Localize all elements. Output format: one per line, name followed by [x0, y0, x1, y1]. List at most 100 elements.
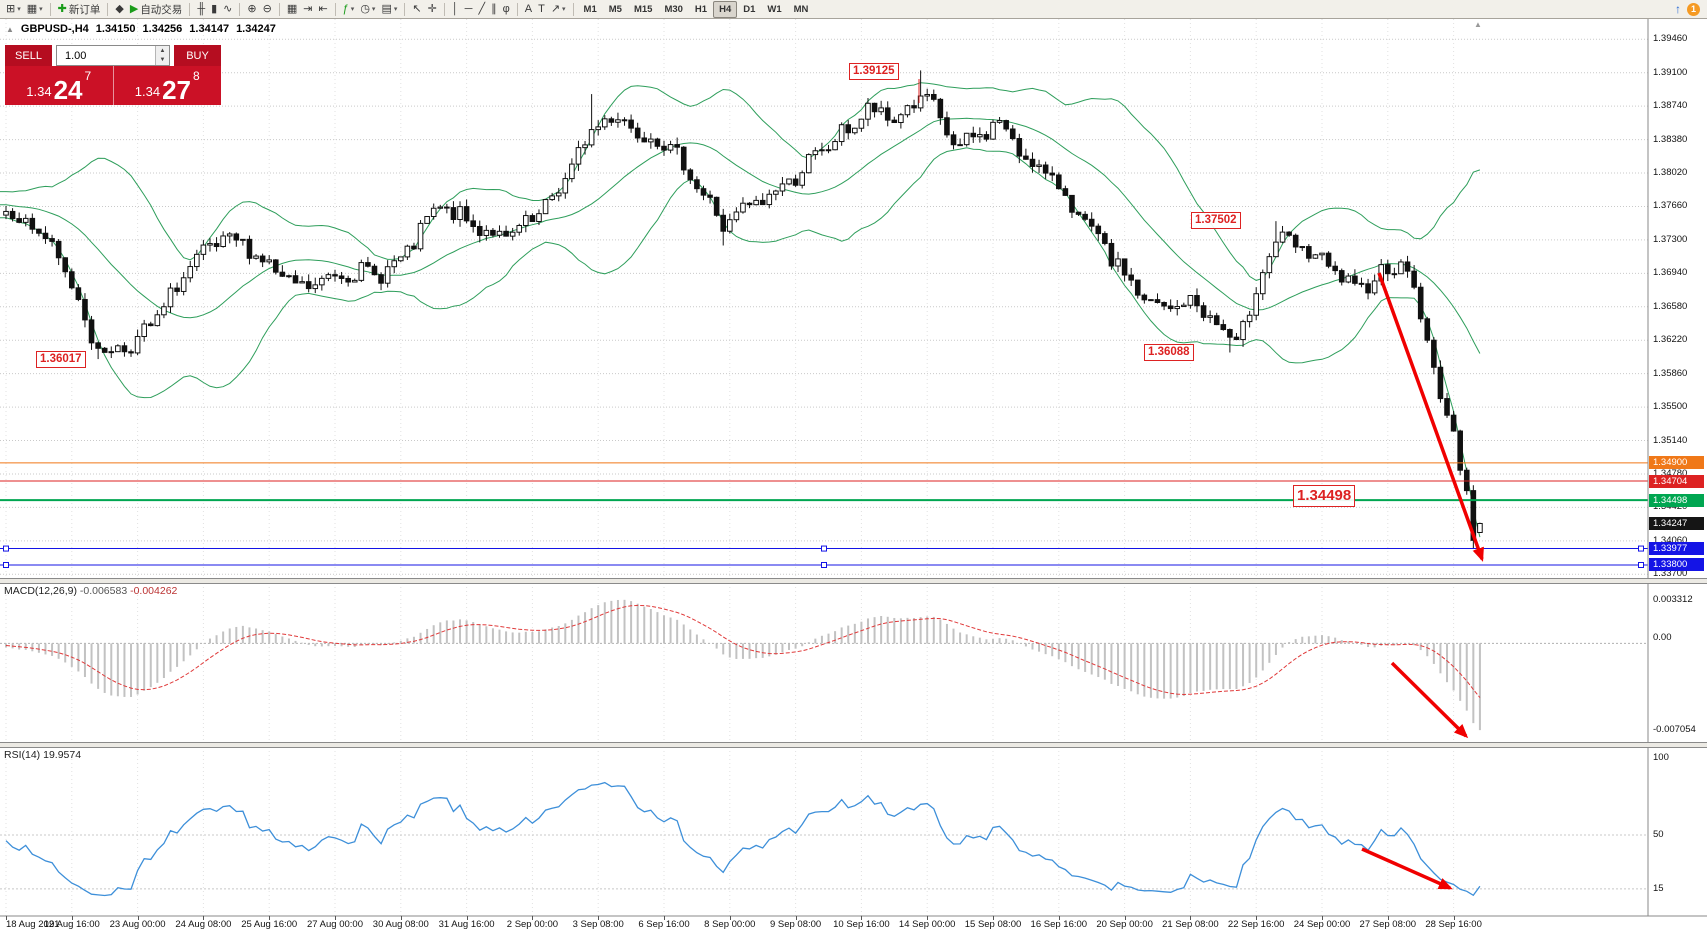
channel-button[interactable]: ∥	[488, 1, 500, 18]
chevron-down-icon: ▾	[371, 6, 376, 13]
chevron-down-icon: ▾	[393, 6, 398, 13]
sell-button[interactable]: SELL	[5, 45, 52, 66]
line-handle[interactable]	[821, 561, 827, 568]
line-handle[interactable]	[821, 545, 827, 552]
buy-price-display[interactable]: 1.34 27 8	[134, 69, 200, 105]
bollinger-middle-band	[0, 117, 1481, 354]
price-annotation[interactable]: 1.34498	[1293, 485, 1356, 507]
text-icon: A	[524, 2, 533, 15]
timeframe-h4-button[interactable]: H4	[713, 0, 738, 18]
chevron-down-icon: ▾	[562, 6, 566, 13]
timeframe-m30-button[interactable]: M30	[664, 3, 683, 15]
indicators-icon: ƒ	[342, 2, 349, 15]
timeframe-m1-button[interactable]: M1	[583, 3, 597, 15]
autotrading-icon: ▶	[129, 2, 139, 15]
collapse-panel-icon[interactable]: ▲	[6, 24, 14, 34]
zoom-in-button[interactable]: ⊕	[244, 1, 259, 18]
scroll-up-icon[interactable]: ↑	[1675, 2, 1681, 16]
text-label-button[interactable]: T	[535, 1, 548, 18]
trendline-icon: ╱	[478, 2, 486, 15]
symbol-timeframe-title: GBPUSD-,H4	[20, 23, 89, 35]
notification-badge[interactable]: 1	[1687, 2, 1700, 16]
periods-button[interactable]: ◷ ▾	[357, 1, 378, 18]
trend-arrow[interactable]	[1377, 272, 1484, 562]
timeframe-mn-button[interactable]: MN	[793, 3, 809, 15]
line-handle[interactable]	[3, 545, 9, 552]
line-handle[interactable]	[1638, 561, 1644, 568]
horizontal-line-icon: ─	[464, 2, 473, 15]
fibonacci-button[interactable]: φ	[500, 1, 513, 18]
trend-arrow[interactable]	[1390, 661, 1469, 739]
new-order-button[interactable]: ✚ 新订单	[55, 1, 104, 18]
volume-spinner[interactable]: ▲ ▼	[155, 46, 169, 65]
candle-chart-button[interactable]: ▮	[208, 1, 220, 18]
metaeditor-button[interactable]: ◆	[112, 1, 126, 18]
timeframe-m15-button[interactable]: M15	[633, 3, 653, 15]
metaeditor-icon: ◆	[115, 2, 124, 15]
toolbar-separator	[189, 2, 191, 16]
trendline-button[interactable]: ╱	[475, 1, 488, 18]
templates-button[interactable]: ▤ ▾	[378, 1, 400, 18]
price-annotation[interactable]: 1.36088	[1144, 344, 1194, 361]
timeframe-d1-button[interactable]: D1	[743, 3, 756, 15]
timeframe-h1-button[interactable]: H1	[694, 3, 708, 15]
timeframe-w1-button[interactable]: W1	[767, 3, 782, 15]
panel-separator[interactable]	[0, 742, 1707, 748]
line-chart-button[interactable]: ∿	[220, 1, 235, 18]
autotrading-button[interactable]: ▶ 自动交易	[127, 1, 185, 18]
macd-label: MACD(12,26,9) -0.006583 -0.004262	[4, 585, 178, 597]
vertical-line-button[interactable]: │	[449, 1, 462, 18]
chart-shift-button[interactable]: ⇤	[315, 1, 330, 18]
toolbar-separator	[334, 2, 336, 16]
toolbar-separator	[49, 2, 51, 16]
volume-stepper[interactable]: 1.00 ▲ ▼	[56, 45, 170, 66]
bollinger-lower-band	[0, 147, 1481, 538]
volume-up-icon[interactable]: ▲	[156, 46, 169, 56]
auto-scroll-button[interactable]: ⇥	[300, 1, 315, 18]
volume-value[interactable]: 1.00	[65, 49, 87, 62]
arrows-button[interactable]: ↗ ▾	[548, 1, 569, 18]
rsi-label: RSI(14) 19.9574	[4, 749, 82, 761]
bollinger-upper-band	[0, 82, 1481, 281]
tile-windows-button[interactable]: ▦	[284, 1, 300, 18]
bar-chart-button[interactable]: ╫	[194, 1, 208, 18]
toolbar-separator	[278, 2, 280, 16]
quote-low: 1.34147	[189, 23, 230, 35]
new-chart-button[interactable]: ⊞ ▾	[3, 1, 24, 18]
line-chart-icon: ∿	[223, 2, 233, 15]
crosshair-button[interactable]: ✛	[425, 1, 440, 18]
horizontal-line-button[interactable]: ─	[462, 1, 476, 18]
price-annotation[interactable]: 1.36017	[36, 351, 86, 368]
toolbar-separator	[239, 2, 241, 16]
line-handle[interactable]	[1638, 545, 1644, 552]
macd-histogram	[5, 599, 1481, 731]
text-button[interactable]: A	[522, 1, 535, 18]
indicators-button[interactable]: ƒ ▾	[340, 1, 358, 18]
price-annotation[interactable]: 1.37502	[1191, 212, 1241, 229]
toolbar-separator	[443, 2, 445, 16]
chart-shift-marker-icon: ▲	[1474, 20, 1482, 29]
line-handle[interactable]	[3, 561, 9, 568]
trend-arrow[interactable]	[1361, 847, 1453, 890]
chevron-down-icon: ▾	[350, 6, 355, 13]
cursor-button[interactable]: ↖	[409, 1, 424, 18]
timeframe-m5-button[interactable]: M5	[608, 3, 622, 15]
candlestick-series	[3, 70, 1483, 549]
grid	[0, 19, 1648, 916]
auto-scroll-icon: ⇥	[303, 2, 313, 15]
volume-down-icon[interactable]: ▼	[156, 55, 169, 65]
profiles-button[interactable]: ▦ ▾	[24, 1, 46, 18]
one-click-trading-panel: SELL 1.00 ▲ ▼ BUY 1.34 24 7 1.34 27 8	[5, 45, 221, 105]
price-annotation[interactable]: 1.39125	[849, 63, 899, 80]
zoom-out-button[interactable]: ⊖	[260, 1, 275, 18]
new-order-button-label: 新订单	[68, 3, 101, 16]
channel-icon: ∥	[491, 2, 497, 15]
sell-price-display[interactable]: 1.34 24 7	[5, 66, 114, 105]
toolbar-right-icons: ↑ 1	[1675, 2, 1704, 16]
profiles-icon: ▦	[26, 2, 38, 15]
toolbar-separator	[516, 2, 518, 16]
panel-separator[interactable]	[0, 578, 1707, 584]
buy-button[interactable]: BUY	[174, 45, 221, 66]
chevron-down-icon: ▾	[39, 6, 43, 13]
